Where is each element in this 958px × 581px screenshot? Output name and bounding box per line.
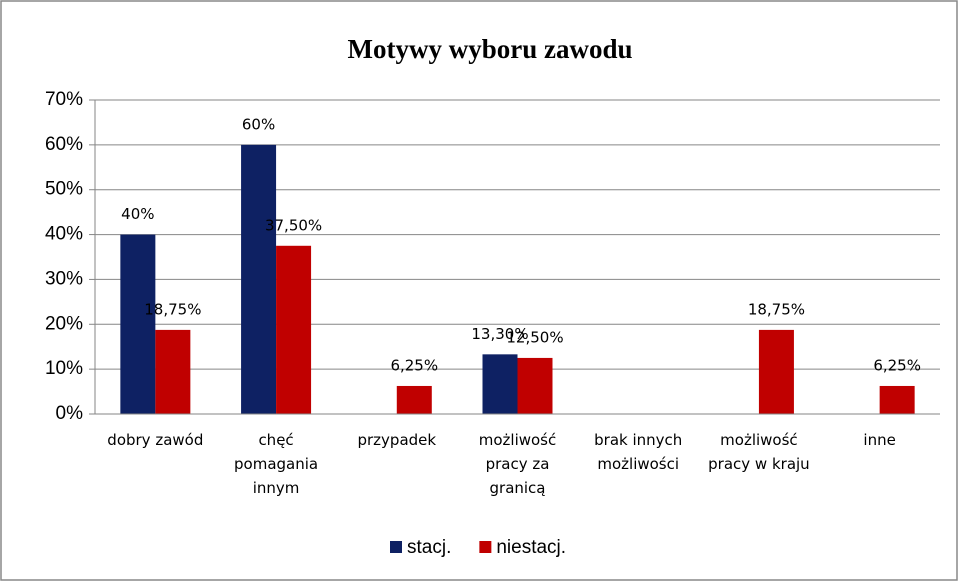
x-tick-label: chęć pomagania innym bbox=[234, 431, 319, 497]
y-tick-label: 30% bbox=[45, 268, 83, 289]
y-tick-label: 0% bbox=[56, 403, 84, 424]
bar bbox=[120, 234, 156, 414]
data-label: 18,75% bbox=[748, 300, 805, 318]
x-tick-label: przypadek bbox=[357, 431, 437, 449]
y-tick-label: 20% bbox=[45, 313, 83, 334]
data-label: 12,50% bbox=[506, 328, 563, 346]
y-tick-label: 70% bbox=[45, 89, 83, 110]
bar bbox=[155, 329, 191, 414]
x-tick-label: brak innych możliwości bbox=[594, 431, 683, 473]
data-label: 60% bbox=[242, 115, 275, 133]
x-tick-label: możliwość pracy w kraju bbox=[708, 431, 810, 473]
x-tick-label: dobry zawód bbox=[107, 431, 204, 449]
legend-label: niestacj. bbox=[496, 537, 566, 558]
data-label: 18,75% bbox=[144, 300, 201, 318]
bar bbox=[241, 144, 277, 414]
bar bbox=[276, 245, 312, 414]
chart-title: Motywy wyboru zawodu bbox=[347, 34, 632, 64]
bar bbox=[396, 385, 432, 414]
bar bbox=[879, 385, 915, 414]
y-tick-label: 10% bbox=[45, 358, 83, 379]
legend-swatch bbox=[479, 541, 492, 553]
y-tick-label: 50% bbox=[45, 179, 83, 200]
data-label: 40% bbox=[121, 205, 154, 223]
bar bbox=[758, 329, 794, 414]
legend-swatch bbox=[390, 541, 402, 553]
y-tick-label: 60% bbox=[45, 134, 83, 155]
bar bbox=[482, 354, 518, 414]
data-label: 37,50% bbox=[265, 216, 322, 234]
data-label: 6,25% bbox=[390, 356, 438, 374]
bar bbox=[517, 357, 553, 414]
legend-label: stacj. bbox=[407, 537, 451, 558]
y-tick-label: 40% bbox=[45, 224, 83, 245]
data-label: 6,25% bbox=[873, 356, 921, 374]
x-tick-label: inne bbox=[863, 431, 896, 449]
data-label: 13,30% bbox=[471, 325, 528, 343]
x-tick-label: możliwość pracy za granicą bbox=[478, 431, 557, 497]
